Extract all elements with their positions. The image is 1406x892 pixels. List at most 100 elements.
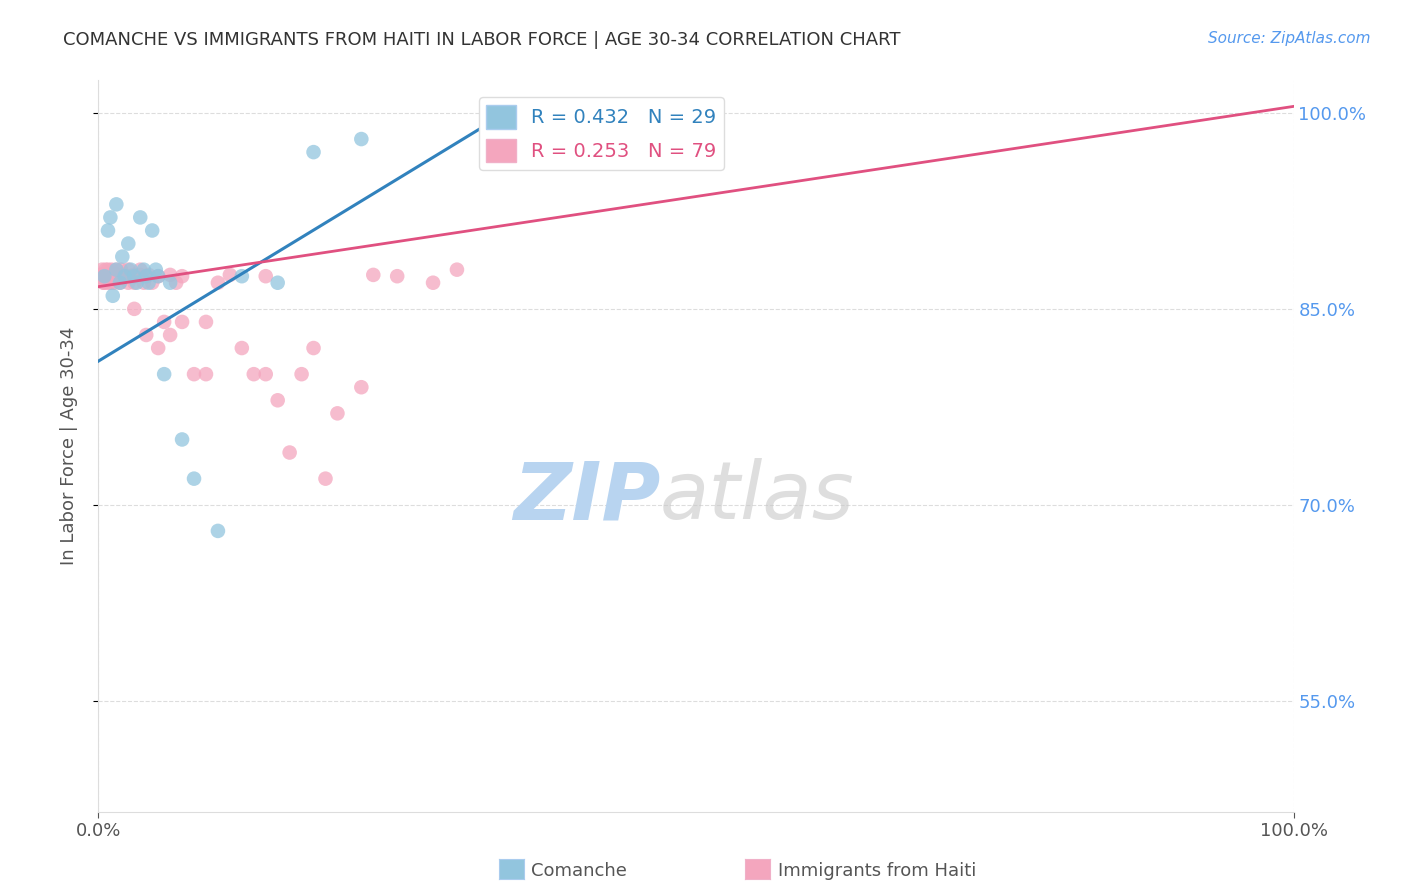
Point (254, 367, 277, 381)
Point (165, 276, 187, 290)
Text: atlas: atlas (661, 458, 855, 536)
Point (125, 269, 148, 284)
Point (94, 262, 117, 277)
Point (129, 262, 152, 277)
Point (108, 269, 131, 284)
Point (315, 472, 337, 486)
Point (183, 472, 205, 486)
Point (350, 380, 373, 394)
Point (105, 262, 128, 277)
Point (422, 276, 444, 290)
Point (98, 276, 122, 290)
Point (278, 445, 301, 459)
Point (114, 269, 136, 284)
Point (153, 367, 176, 381)
Point (363, 268, 385, 282)
Point (97, 262, 120, 277)
Point (219, 268, 242, 282)
Y-axis label: In Labor Force | Age 30-34: In Labor Force | Age 30-34 (59, 326, 77, 566)
Point (145, 262, 167, 277)
Point (97, 269, 120, 284)
Point (110, 262, 132, 277)
Text: Comanche: Comanche (531, 862, 627, 880)
Text: Source: ZipAtlas.com: Source: ZipAtlas.com (1208, 31, 1371, 46)
Point (446, 262, 468, 277)
Point (302, 145, 325, 160)
Point (105, 197, 128, 211)
Point (138, 268, 160, 282)
Point (90, 269, 112, 284)
Point (117, 262, 139, 277)
Point (120, 269, 142, 284)
Point (124, 268, 146, 282)
Point (111, 268, 134, 282)
Point (159, 276, 181, 290)
Point (91, 276, 114, 290)
Point (105, 269, 128, 284)
Point (101, 269, 124, 284)
Point (124, 301, 146, 316)
Point (159, 328, 181, 343)
Point (132, 262, 155, 277)
Point (183, 367, 205, 381)
Point (153, 315, 176, 329)
Point (105, 262, 128, 277)
Point (108, 276, 131, 290)
Point (138, 276, 160, 290)
Point (93, 276, 115, 290)
Point (90, 269, 112, 284)
Point (159, 268, 181, 282)
Point (117, 236, 139, 251)
Point (97, 223, 120, 237)
Point (148, 269, 170, 284)
Point (243, 367, 266, 381)
Point (141, 223, 163, 237)
Point (124, 276, 146, 290)
Point (207, 276, 229, 290)
Point (195, 367, 218, 381)
Point (97, 276, 120, 290)
Point (111, 250, 134, 264)
Point (385, 269, 409, 284)
Point (231, 269, 253, 284)
Point (108, 276, 131, 290)
Point (267, 393, 290, 408)
Point (93, 269, 115, 284)
Point (302, 341, 325, 355)
Point (103, 269, 125, 284)
Point (135, 269, 157, 284)
Point (129, 211, 152, 225)
Point (172, 315, 194, 329)
Point (91, 269, 114, 284)
Point (90, 268, 112, 282)
Point (100, 268, 122, 282)
Point (91, 262, 114, 277)
Point (98, 269, 122, 284)
Point (132, 276, 155, 290)
Point (103, 276, 125, 290)
Point (291, 367, 314, 381)
Point (135, 328, 157, 343)
Point (172, 433, 194, 447)
Point (91, 268, 114, 282)
Point (326, 406, 349, 420)
Point (94, 269, 117, 284)
Point (111, 268, 134, 282)
Point (100, 262, 122, 277)
Point (91, 268, 114, 282)
Legend: R = 0.432   N = 29, R = 0.253   N = 79: R = 0.432 N = 29, R = 0.253 N = 79 (478, 97, 724, 170)
Point (124, 269, 146, 284)
Point (129, 268, 152, 282)
Text: Immigrants from Haiti: Immigrants from Haiti (778, 862, 976, 880)
Point (148, 341, 170, 355)
Point (195, 315, 218, 329)
Point (94, 268, 117, 282)
Point (350, 132, 373, 146)
Point (120, 262, 142, 277)
Point (172, 269, 194, 284)
Point (98, 211, 122, 225)
Text: COMANCHE VS IMMIGRANTS FROM HAITI IN LABOR FORCE | AGE 30-34 CORRELATION CHART: COMANCHE VS IMMIGRANTS FROM HAITI IN LAB… (63, 31, 901, 49)
Text: ZIP: ZIP (513, 458, 661, 536)
Point (107, 269, 129, 284)
Point (107, 268, 129, 282)
